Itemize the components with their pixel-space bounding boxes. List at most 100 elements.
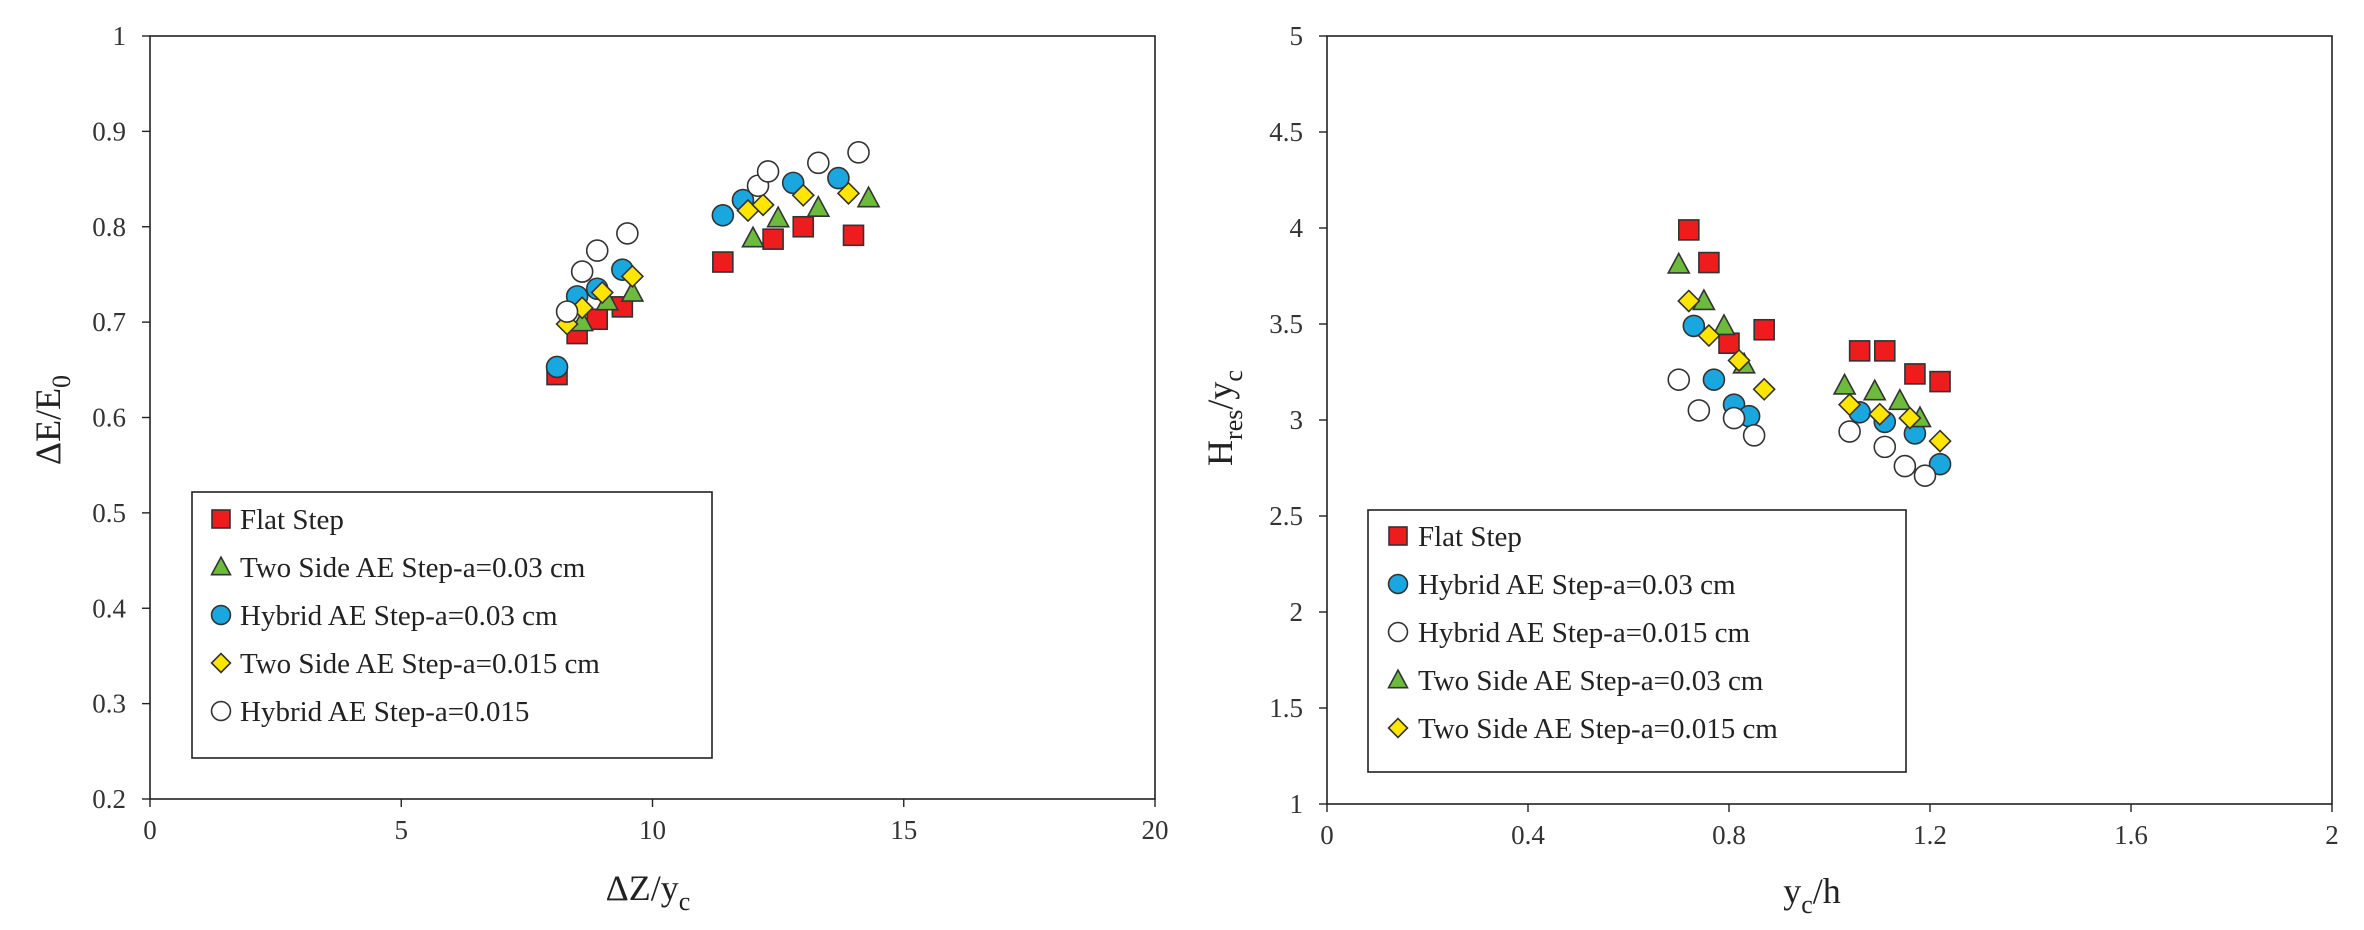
y-axis-title-sub: res (1219, 410, 1248, 440)
data-point (792, 215, 815, 238)
x-axis-title-base: ΔZ/y (606, 868, 679, 908)
data-point (1928, 429, 1952, 453)
chart-energy-dissipation: 0 5 10 15 20 0.2 0.3 0.4 0.5 0.6 0.7 0.8 0.9 1 ΔZ/yc ΔE… (28, 21, 1169, 916)
data-point (1904, 363, 1926, 385)
y-tick-label: 3.5 (1269, 309, 1303, 339)
data-point (1848, 340, 1871, 362)
legend-label: Hybrid AE Step-a=0.015 cm (1418, 617, 1751, 649)
data-point (1677, 289, 1701, 313)
legend-label: Flat Step (240, 504, 344, 536)
legend-marker (211, 509, 231, 529)
y-tick-label: 4 (1290, 213, 1304, 243)
data-point (712, 251, 734, 273)
legend-marker (210, 555, 232, 576)
data-point (807, 151, 830, 175)
data-point (1678, 219, 1700, 241)
data-point (585, 239, 609, 262)
legend-label: Hybrid AE Step-a=0.015 (240, 696, 529, 728)
data-point (1742, 424, 1766, 447)
data-point (616, 222, 639, 245)
data-point (1838, 420, 1861, 443)
data-point (781, 171, 805, 195)
legend-marker (1388, 526, 1408, 546)
legend-marker (1387, 717, 1409, 739)
y-axis-title: ΔE/E0 (28, 375, 76, 465)
legend: Flat Step Hybrid AE Step-a=0.03 cm Hybrid … (1367, 509, 1907, 773)
data-point (1913, 464, 1937, 487)
data-point (1712, 313, 1736, 336)
data-point (1722, 406, 1746, 430)
data-point (1928, 452, 1952, 476)
x-axis-title-sub: c (679, 887, 691, 916)
data-point (836, 181, 861, 206)
x-tick-label: 0.4 (1511, 820, 1545, 850)
series-0 (1678, 219, 1951, 393)
legend-marker (210, 700, 232, 722)
x-tick-label: 20 (1142, 815, 1169, 845)
y-tick-label: 1.5 (1269, 693, 1303, 723)
series-2 (1667, 368, 1937, 487)
y-tick-label: 1 (1290, 789, 1304, 819)
legend-marker (1387, 573, 1409, 595)
y-tick-label: 2 (1290, 597, 1304, 627)
x-tick-label: 0 (1320, 820, 1334, 850)
legend-marker (210, 652, 232, 674)
y-tick-label: 0.5 (92, 498, 126, 528)
legend-label: Two Side AE Step-a=0.015 cm (240, 648, 600, 680)
legend-label: Hybrid AE Step-a=0.03 cm (240, 600, 558, 632)
data-point (791, 183, 815, 207)
data-point (590, 280, 614, 305)
data-point (1873, 435, 1897, 459)
data-point (1666, 251, 1691, 274)
data-point (545, 355, 569, 379)
data-point (1898, 406, 1922, 430)
y-tick-label: 0.2 (92, 784, 126, 814)
y-axis-title-base: H (1200, 440, 1240, 466)
data-point (1873, 340, 1896, 362)
data-point (741, 225, 765, 248)
data-point (856, 185, 881, 208)
data-point (620, 264, 645, 288)
data-point (555, 300, 579, 323)
data-point (1698, 251, 1720, 274)
data-point (766, 205, 790, 228)
legend-label: Flat Step (1418, 521, 1522, 553)
data-point (842, 224, 865, 247)
series-4 (1677, 289, 1952, 453)
data-point (827, 166, 850, 190)
legend: Flat Step Two Side AE Step-a=0.03 cm Hybri… (191, 491, 713, 759)
data-point (1753, 318, 1775, 341)
legend-label: Two Side AE Step-a=0.03 cm (240, 552, 586, 584)
y-tick-label: 3 (1290, 405, 1304, 435)
data-point (1697, 323, 1721, 348)
y-axis-title-base: ΔE/E (28, 388, 68, 465)
legend-label: Hybrid AE Step-a=0.03 cm (1418, 569, 1736, 601)
series-4 (555, 141, 870, 323)
x-tick-label: 1.2 (1913, 820, 1947, 850)
data-point (1832, 372, 1857, 395)
data-point (570, 260, 594, 283)
x-tick-label: 2 (2325, 820, 2339, 850)
y-axis-title-after: /y (1200, 382, 1240, 410)
x-tick-label: 10 (639, 815, 666, 845)
y-axis-title-sub2: c (1219, 370, 1248, 382)
y-tick-label: 4.5 (1269, 117, 1303, 147)
data-point (620, 279, 645, 302)
x-tick-label: 15 (890, 815, 917, 845)
legend-box (1367, 509, 1907, 773)
data-point (1868, 402, 1892, 426)
data-point (806, 194, 831, 217)
legend-box (191, 491, 713, 759)
x-axis-title: ΔZ/yc (606, 868, 691, 916)
data-point (1837, 393, 1862, 417)
data-point (751, 193, 775, 217)
data-point (1702, 368, 1726, 391)
y-tick-label: 0.8 (92, 212, 126, 242)
y-tick-label: 0.7 (92, 307, 126, 337)
y-tick-label: 0.9 (92, 116, 126, 146)
data-point (847, 141, 870, 164)
y-tick-label: 1 (113, 21, 127, 51)
data-point (1893, 454, 1917, 478)
data-point (1752, 377, 1776, 401)
